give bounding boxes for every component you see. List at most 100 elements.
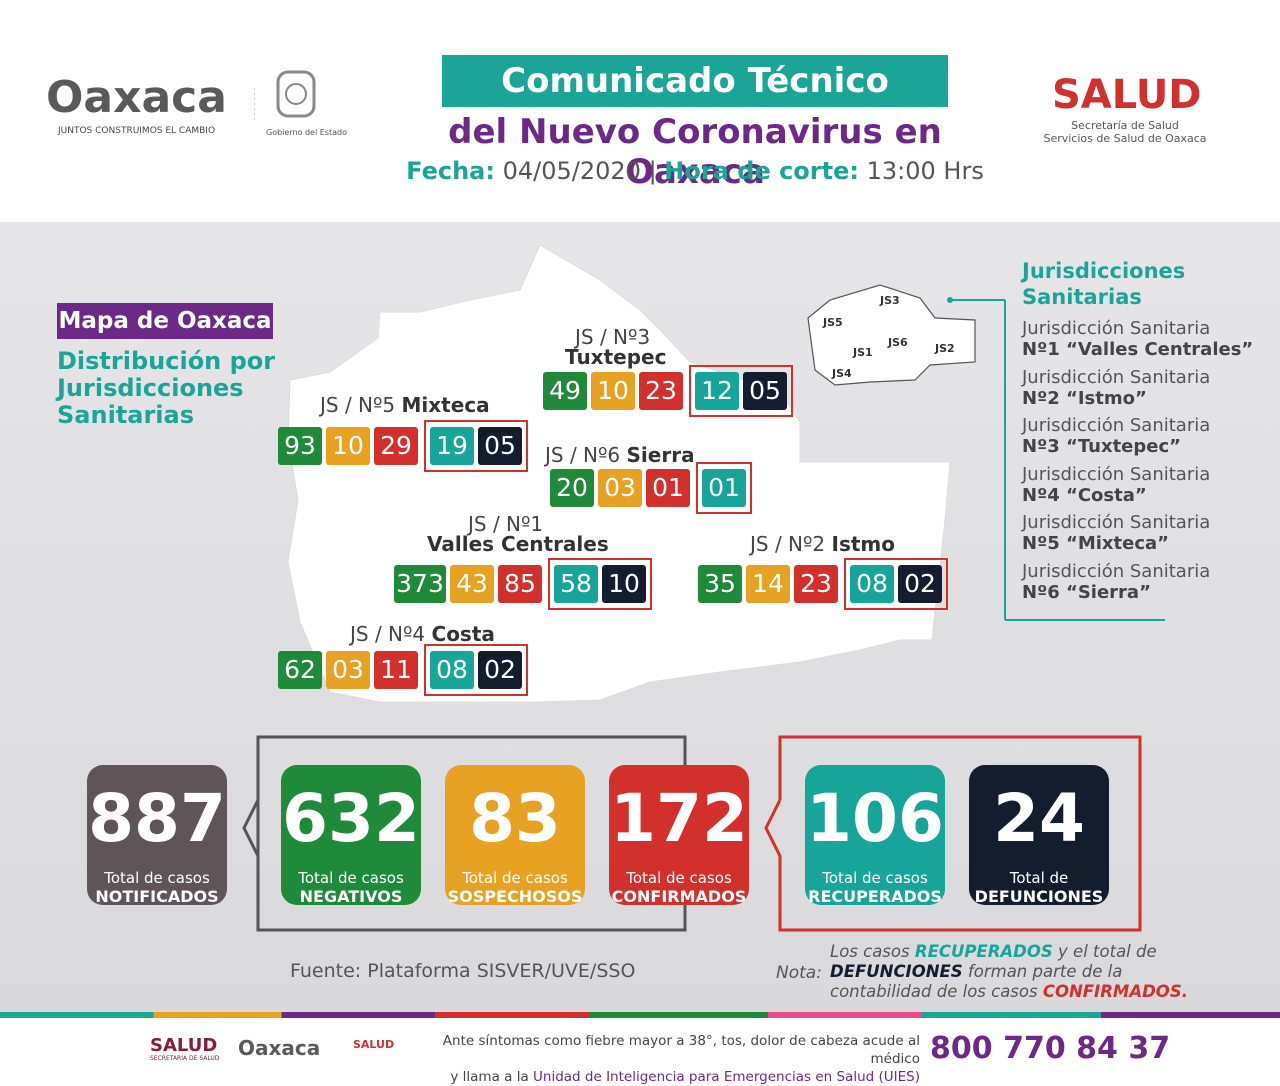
highlight-frame bbox=[689, 365, 793, 417]
count-box: 12 bbox=[695, 372, 739, 410]
count-box: 85 bbox=[498, 565, 542, 603]
mini-label: JS6 bbox=[888, 336, 908, 349]
subtitle: del Nuevo Coronavirus en Oaxaca bbox=[448, 112, 942, 192]
jurisdiction-name: Mixteca bbox=[401, 393, 490, 417]
total-label: RECUPERADOS bbox=[808, 887, 942, 906]
mini-label: JS3 bbox=[880, 294, 900, 307]
total-card: 887 Total de casos NOTIFICADOS bbox=[87, 765, 227, 906]
highlight-frame bbox=[424, 420, 528, 472]
count-box: 14 bbox=[746, 565, 790, 603]
jurisdiction-number: JS / Nº3 bbox=[575, 325, 651, 349]
jurisdiction-number: JS / Nº4 bbox=[350, 622, 426, 646]
note: Los casos RECUPERADOS y el total de DEFUN… bbox=[830, 942, 1190, 1002]
salud-logo: SALUD bbox=[1052, 72, 1202, 118]
subtitle-line: Sanitarias bbox=[57, 401, 195, 429]
map-tag: Mapa de Oaxaca bbox=[57, 303, 273, 339]
footer-link: Unidad de Inteligencia para Emergencias … bbox=[533, 1069, 920, 1085]
count-box: 35 bbox=[698, 565, 742, 603]
mini-label: JS4 bbox=[832, 367, 852, 380]
legend-item: Jurisdicción Sanitaria Nº3 “Tuxtepec” bbox=[1022, 415, 1210, 457]
legend-item: Jurisdicción Sanitaria Nº2 “Istmo” bbox=[1022, 367, 1210, 409]
total-value: 172 bbox=[610, 780, 748, 857]
total-label: Total de casos bbox=[462, 869, 568, 887]
map-subtitle: Distribución por Jurisdicciones Sanitarias bbox=[57, 348, 275, 429]
total-card: 632 Total de casos NEGATIVOS bbox=[281, 765, 421, 906]
date-label: Fecha: bbox=[406, 157, 495, 185]
jurisdiction-label: JS / Nº1 bbox=[468, 512, 543, 536]
count-box: 29 bbox=[374, 427, 418, 465]
highlight-frame bbox=[844, 558, 948, 610]
footer-salud: SALUD bbox=[150, 1035, 218, 1056]
count-box: 49 bbox=[543, 372, 587, 410]
total-label: SOSPECHOSOS bbox=[447, 887, 583, 906]
count-box: 58 bbox=[554, 565, 598, 603]
total-card: 172 Total de casos CONFIRMADOS bbox=[609, 765, 749, 906]
total-label: Total de bbox=[1009, 869, 1069, 887]
legend-title: Jurisdicciones Sanitarias bbox=[1022, 258, 1185, 310]
legend-line: Nº6 “Sierra” bbox=[1022, 581, 1151, 603]
count-box: 23 bbox=[639, 372, 683, 410]
phone: 800 770 84 37 bbox=[930, 1031, 1171, 1066]
legend-item: Jurisdicción Sanitaria Nº6 “Sierra” bbox=[1022, 561, 1210, 603]
note-text: y el total de bbox=[1052, 942, 1157, 961]
legend-item: Jurisdicción Sanitaria Nº5 “Mixteca” bbox=[1022, 512, 1210, 554]
note-em: RECUPERADOS bbox=[914, 942, 1053, 961]
jurisdiction-number: JS / Nº5 bbox=[320, 393, 396, 417]
legend-line: Nº2 “Istmo” bbox=[1022, 387, 1147, 409]
total-value: 24 bbox=[993, 780, 1085, 857]
footer-salud2: SALUD bbox=[353, 1038, 395, 1051]
legend-line: Jurisdicción Sanitaria bbox=[1022, 366, 1211, 388]
count-box: 01 bbox=[702, 469, 746, 507]
total-label: Total de casos bbox=[104, 869, 210, 887]
count-box: 02 bbox=[478, 651, 522, 689]
count-box: 03 bbox=[326, 651, 370, 689]
legend-line: Jurisdicción Sanitaria bbox=[1022, 463, 1211, 485]
footer-text: Ante síntomas como fiebre mayor a 38°, t… bbox=[400, 1032, 920, 1086]
legend-item: Jurisdicción Sanitaria Nº4 “Costa” bbox=[1022, 464, 1210, 506]
total-value: 106 bbox=[806, 780, 944, 857]
count-box: 20 bbox=[550, 469, 594, 507]
count-box: 10 bbox=[591, 372, 635, 410]
count-box: 03 bbox=[598, 469, 642, 507]
time-label: Hora de corte: bbox=[664, 157, 859, 185]
count-box: 05 bbox=[478, 427, 522, 465]
total-label: NOTIFICADOS bbox=[95, 887, 219, 906]
jurisdiction-label: JS / Nº6 Sierra bbox=[545, 443, 695, 467]
total-value: 83 bbox=[469, 780, 561, 857]
jurisdiction-name: Tuxtepec bbox=[565, 345, 667, 369]
footer-salud-sub: SECRETARÍA DE SALUD bbox=[150, 1055, 220, 1062]
time: 13:00 Hrs bbox=[866, 157, 984, 185]
highlight-frame bbox=[548, 558, 652, 610]
subtitle-line: Jurisdicciones bbox=[57, 374, 244, 402]
legend-line: Jurisdicción Sanitaria bbox=[1022, 415, 1211, 436]
count-box: 62 bbox=[278, 651, 322, 689]
count-box: 23 bbox=[794, 565, 838, 603]
subtitle-line: Distribución por bbox=[57, 347, 276, 375]
jurisdiction-number: JS / Nº6 bbox=[545, 443, 621, 467]
legend-line: Nº5 “Mixteca” bbox=[1022, 533, 1169, 554]
total-label: Total de casos bbox=[822, 869, 928, 887]
legend-title-line: Jurisdicciones bbox=[1022, 259, 1186, 283]
coat-of-arms bbox=[254, 70, 316, 123]
legend-line: Nº3 “Tuxtepec” bbox=[1022, 436, 1181, 457]
count-box: 08 bbox=[430, 651, 474, 689]
jurisdiction-number: JS / Nº1 bbox=[468, 512, 544, 536]
mini-label: JS1 bbox=[853, 346, 873, 359]
note-label: Nota: bbox=[776, 963, 822, 983]
jurisdiction-label: JS / Nº2 Istmo bbox=[750, 532, 895, 556]
jurisdiction-label: JS / Nº5 Mixteca bbox=[320, 393, 490, 417]
total-label: NEGATIVOS bbox=[299, 887, 403, 906]
total-label: CONFIRMADOS bbox=[611, 887, 747, 906]
jurisdiction-name: Valles Centrales bbox=[427, 532, 609, 556]
total-value: 887 bbox=[88, 780, 226, 857]
total-label: Total de casos bbox=[626, 869, 732, 887]
logo: Oaxaca bbox=[46, 72, 227, 123]
total-value: 632 bbox=[282, 780, 420, 857]
legend-line: Jurisdicción Sanitaria bbox=[1022, 512, 1211, 533]
legend-line: Nº1 “Valles Centrales” bbox=[1022, 339, 1254, 360]
jurisdiction-name: Istmo bbox=[831, 532, 896, 556]
date-line: Fecha: 04/05/2020 | Hora de corte: 13:00… bbox=[406, 157, 984, 185]
count-box: 08 bbox=[850, 565, 894, 603]
highlight-frame bbox=[424, 644, 528, 696]
